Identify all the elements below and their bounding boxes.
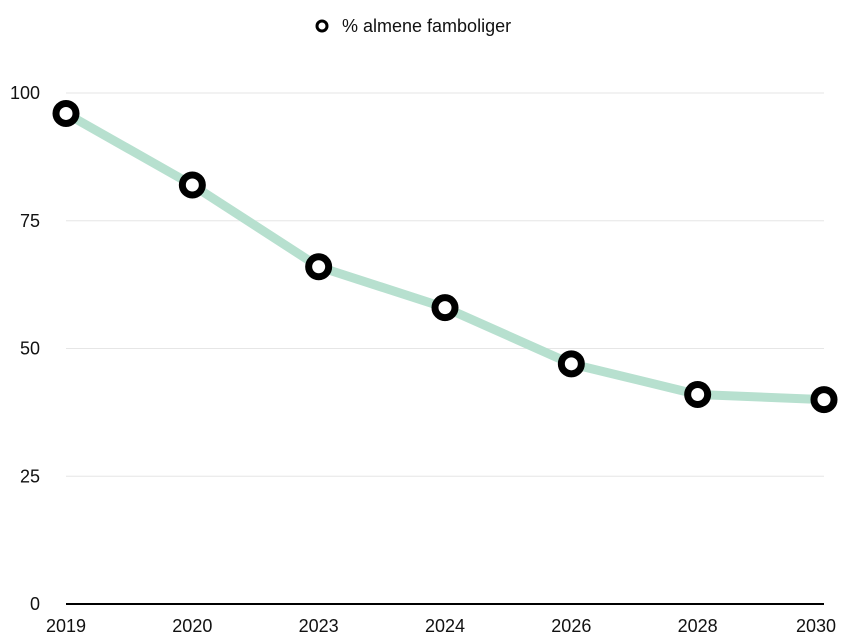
legend-marker [315, 19, 329, 33]
legend: % almene famboliger [315, 16, 511, 36]
x-tick-label: 2020 [172, 616, 212, 635]
data-point [52, 99, 80, 127]
y-tick-label: 75 [20, 211, 40, 231]
legend-label: % almene famboliger [342, 16, 511, 36]
x-axis: 2019 2020 2023 2024 2026 2028 2030 [46, 616, 836, 635]
series-line [61, 108, 829, 405]
x-tick-label: 2023 [299, 616, 339, 635]
data-point [810, 386, 838, 414]
x-tick-label: 2026 [551, 616, 591, 635]
data-point [557, 350, 585, 378]
x-tick-label: 2019 [46, 616, 86, 635]
y-tick-label: 0 [30, 594, 40, 614]
y-axis: 0 25 50 75 100 [10, 83, 40, 614]
x-tick-label: 2028 [678, 616, 718, 635]
x-tick-label: 2030 [796, 616, 836, 635]
data-point [178, 171, 206, 199]
y-tick-label: 50 [20, 339, 40, 359]
data-point [305, 253, 333, 281]
gridlines [66, 92, 824, 477]
data-point [431, 294, 459, 322]
y-tick-label: 100 [10, 83, 40, 103]
x-tick-label: 2024 [425, 616, 465, 635]
series-group [52, 99, 838, 414]
data-point [684, 380, 712, 408]
y-tick-label: 25 [20, 466, 40, 486]
